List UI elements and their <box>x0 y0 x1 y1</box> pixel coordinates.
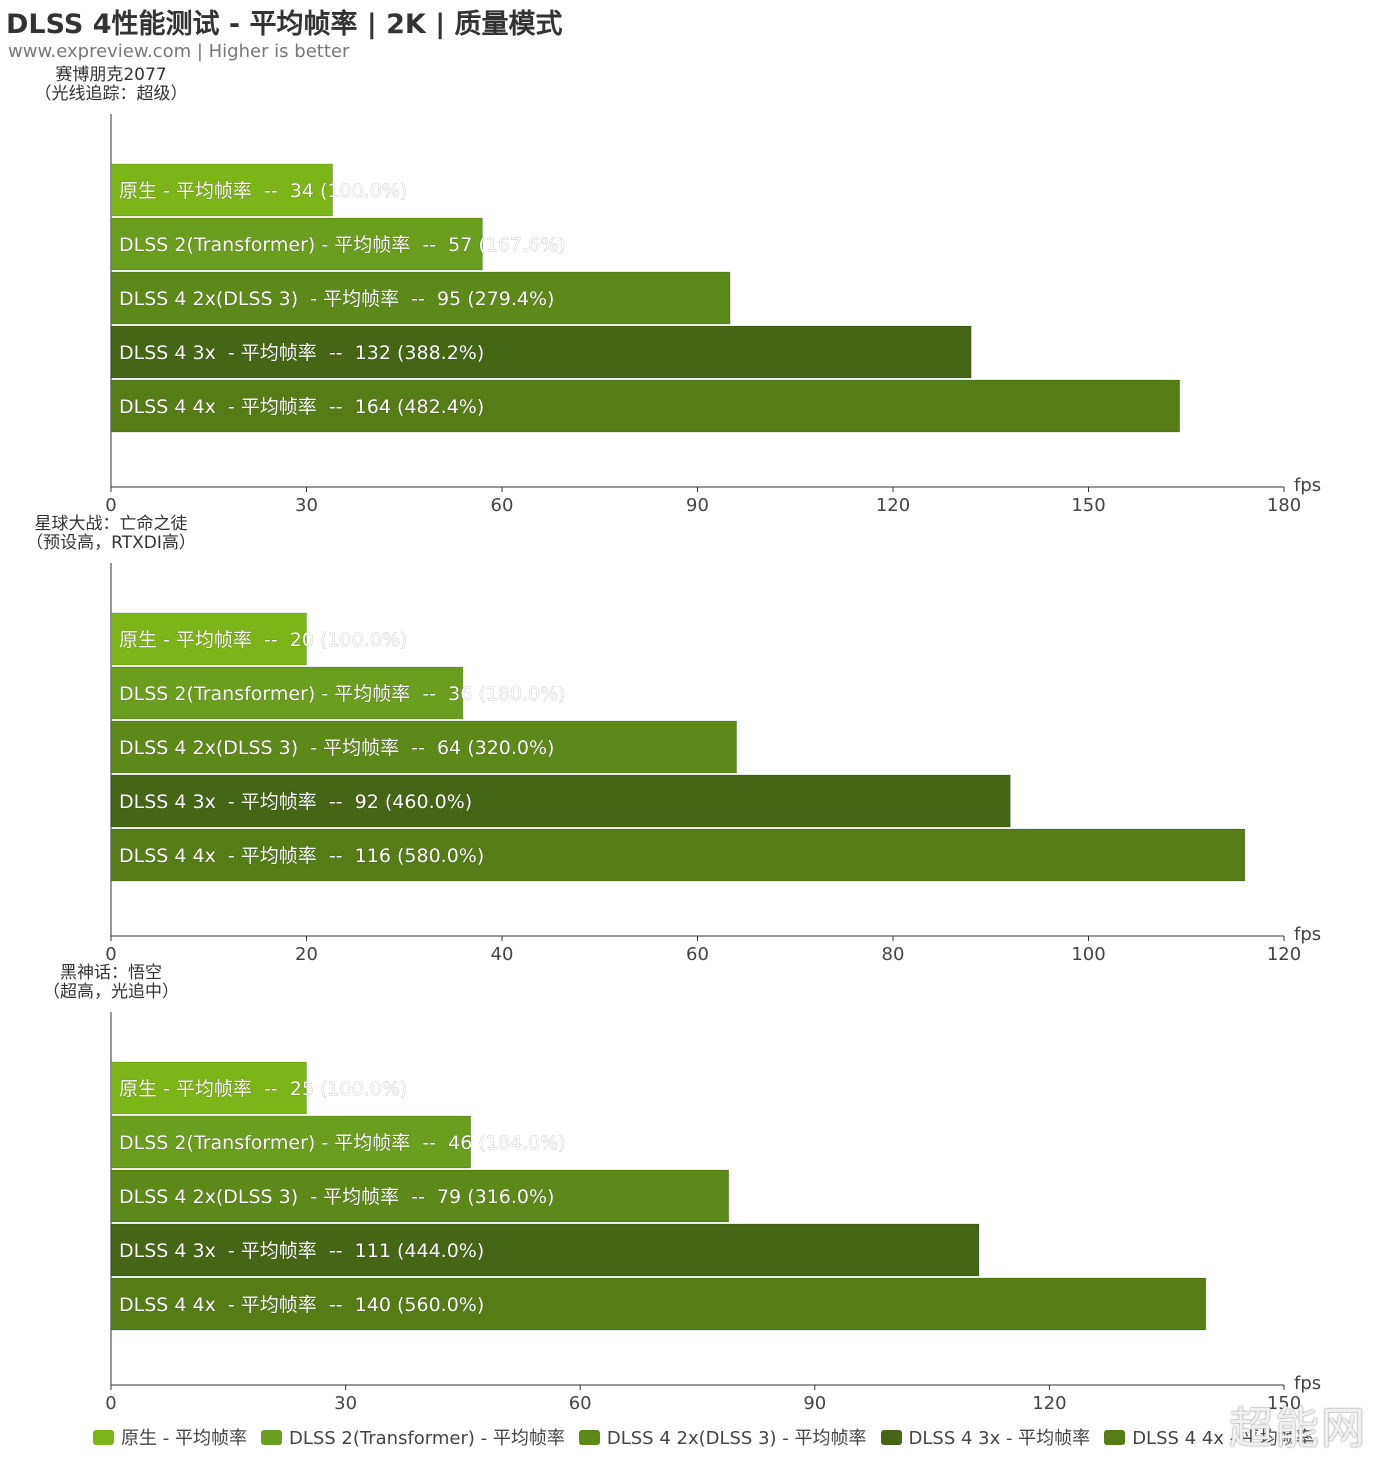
x-axis-unit: fps <box>1294 1373 1321 1394</box>
legend-item-native[interactable]: 原生 - 平均帧率 <box>93 1424 247 1450</box>
bar <box>110 1115 472 1169</box>
legend-item-dlss4-3x[interactable]: DLSS 4 3x - 平均帧率 <box>880 1424 1091 1450</box>
chart-subtitle: www.expreview.com | Higher is better <box>8 41 350 62</box>
x-tick-label: 40 <box>491 944 514 965</box>
legend-label: 原生 - 平均帧率 <box>121 1428 247 1449</box>
bar <box>110 612 307 666</box>
x-tick-label: 120 <box>1032 1393 1066 1414</box>
bar <box>110 720 738 774</box>
x-axis-unit: fps <box>1294 924 1321 945</box>
bar-data-label: DLSS 4 4x - 平均帧率 -- 164 (482.4%) <box>119 396 484 418</box>
x-axis-unit: fps <box>1294 475 1321 496</box>
bar-data-label: DLSS 2(Transformer) - 平均帧率 -- 57 (167.6%… <box>119 234 566 256</box>
bar-data-label: DLSS 4 3x - 平均帧率 -- 132 (388.2%) <box>119 342 484 364</box>
legend-swatch <box>880 1429 902 1445</box>
legend-item-dlss2[interactable]: DLSS 2(Transformer) - 平均帧率 <box>260 1424 565 1450</box>
legend-swatch <box>1104 1429 1126 1445</box>
bar <box>110 1061 307 1115</box>
bar <box>110 1277 1207 1331</box>
bar-data-label: DLSS 4 3x - 平均帧率 -- 92 (460.0%) <box>119 791 472 813</box>
category-title: 赛博朋克2077 <box>55 64 166 85</box>
bar-data-label: DLSS 4 2x(DLSS 3) - 平均帧率 -- 95 (279.4%) <box>119 288 554 310</box>
legend-item-dlss4-4x[interactable]: DLSS 4 4x - 平均帧率 <box>1104 1424 1314 1450</box>
watermark: 超能网 <box>1229 1403 1367 1454</box>
category-title: （超高，光追中） <box>43 982 179 1002</box>
x-tick-label: 0 <box>105 1393 116 1414</box>
legend-swatch <box>578 1429 600 1445</box>
x-tick-label: 20 <box>295 944 318 965</box>
bar-data-label: 原生 - 平均帧率 -- 34 (100.0%) <box>119 180 407 202</box>
legend-label: DLSS 4 2x(DLSS 3) - 平均帧率 <box>606 1428 867 1449</box>
bar <box>110 666 464 720</box>
bar <box>110 217 483 271</box>
category-title: 黑神话：悟空 <box>60 963 162 983</box>
x-tick-label: 180 <box>1267 495 1301 516</box>
bar-data-label: DLSS 4 2x(DLSS 3) - 平均帧率 -- 64 (320.0%) <box>119 737 554 759</box>
legend: 原生 - 平均帧率 DLSS 2(Transformer) - 平均帧率 DLS… <box>93 1425 1328 1449</box>
bar-data-label: DLSS 2(Transformer) - 平均帧率 -- 36 (180.0%… <box>119 683 566 705</box>
bar-data-label: DLSS 4 2x(DLSS 3) - 平均帧率 -- 79 (316.0%) <box>119 1186 554 1208</box>
bar-data-label: 原生 - 平均帧率 -- 25 (100.0%) <box>119 1078 407 1100</box>
x-tick-label: 120 <box>876 495 910 516</box>
category-title: （光线追踪：超级） <box>35 84 188 104</box>
x-tick-label: 80 <box>882 944 905 965</box>
x-tick-label: 100 <box>1071 944 1105 965</box>
bar <box>110 163 334 217</box>
x-tick-label: 30 <box>295 495 318 516</box>
x-tick-label: 120 <box>1267 944 1301 965</box>
x-tick-label: 150 <box>1267 1393 1301 1414</box>
legend-label: DLSS 2(Transformer) - 平均帧率 <box>288 1428 565 1449</box>
x-tick-label: 90 <box>803 1393 826 1414</box>
category-title: 星球大战：亡命之徒 <box>35 514 188 534</box>
x-tick-label: 60 <box>686 944 709 965</box>
legend-swatch <box>260 1429 282 1445</box>
bar <box>110 325 972 379</box>
bar-data-label: DLSS 4 4x - 平均帧率 -- 116 (580.0%) <box>119 845 484 867</box>
bar-data-label: DLSS 4 3x - 平均帧率 -- 111 (444.0%) <box>119 1240 484 1262</box>
x-tick-label: 60 <box>569 1393 592 1414</box>
legend-item-dlss4-2x[interactable]: DLSS 4 2x(DLSS 3) - 平均帧率 <box>578 1424 867 1450</box>
x-tick-label: 90 <box>686 495 709 516</box>
x-tick-label: 150 <box>1071 495 1105 516</box>
legend-label: DLSS 4 4x - 平均帧率 <box>1132 1428 1314 1449</box>
bar-data-label: DLSS 4 4x - 平均帧率 -- 140 (560.0%) <box>119 1294 484 1316</box>
bar <box>110 828 1246 882</box>
category-title: （预设高，RTXDI高） <box>26 533 196 553</box>
bar <box>110 1169 730 1223</box>
bar-data-label: DLSS 2(Transformer) - 平均帧率 -- 46 (184.0%… <box>119 1132 566 1154</box>
legend-swatch <box>93 1429 114 1445</box>
bar <box>110 379 1181 433</box>
bar-data-label: 原生 - 平均帧率 -- 20 (100.0%) <box>119 629 407 651</box>
x-tick-label: 60 <box>491 495 514 516</box>
x-tick-label: 30 <box>334 1393 357 1414</box>
x-tick-label: 0 <box>105 495 116 516</box>
legend-label: DLSS 4 3x - 平均帧率 <box>908 1428 1091 1449</box>
chart-title: DLSS 4性能测试 - 平均帧率 | 2K | 质量模式 <box>6 9 563 40</box>
bar <box>110 1223 980 1277</box>
bar <box>110 774 1011 828</box>
bar <box>110 271 731 325</box>
x-tick-label: 0 <box>105 944 116 965</box>
